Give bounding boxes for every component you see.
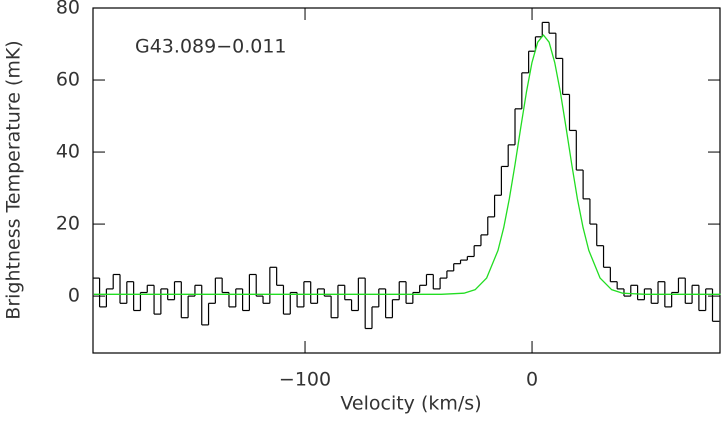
plot-frame: [92, 7, 721, 354]
y-tick-label: 80: [56, 0, 80, 19]
y-tick-label: 60: [56, 69, 80, 91]
x-tick-label: −100: [279, 369, 331, 391]
y-tick-label: 0: [68, 285, 80, 307]
y-tick-label: 20: [56, 213, 80, 235]
y-axis-label: Brightness Temperature (mK): [3, 40, 25, 319]
annotation: G43.089−0.011: [135, 36, 287, 58]
x-axis-label: Velocity (km/s): [340, 393, 481, 415]
x-tick-label: 0: [526, 369, 538, 391]
y-tick-label: 40: [56, 141, 80, 163]
fit-curve: [93, 34, 721, 295]
